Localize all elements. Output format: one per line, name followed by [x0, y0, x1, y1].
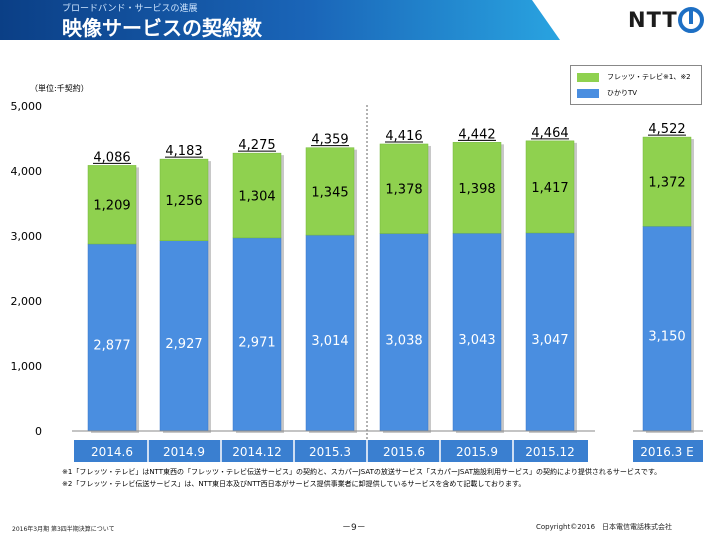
bar-flets-tv — [232, 152, 282, 239]
data-label-flets-tv: 1,372 — [648, 176, 685, 191]
bar-hikari-tv — [305, 234, 355, 432]
x-tick-label: 2015.9 — [456, 445, 498, 459]
data-label-total: 4,522 — [648, 122, 685, 137]
y-tick-label: 0 — [35, 425, 42, 438]
x-tick-label: 2014.12 — [232, 445, 282, 459]
data-label-total: 4,086 — [93, 150, 130, 165]
data-label-flets-tv: 1,378 — [385, 183, 422, 198]
footnote-1: ※1「フレッツ・テレビ」はNTT東西の「フレッツ・テレビ伝送サービス」の契約と、… — [62, 468, 662, 476]
y-tick-label: 3,000 — [11, 230, 43, 243]
data-label-flets-tv: 1,345 — [311, 185, 348, 200]
data-label-total: 4,416 — [385, 129, 422, 144]
bar-flets-tv — [379, 143, 429, 234]
data-label-hikari-tv: 3,150 — [648, 330, 685, 345]
legend-swatch-hikari — [577, 88, 599, 98]
page-number: －9－ — [342, 523, 366, 533]
x-tick-label: 2015.3 — [309, 445, 351, 459]
data-label-hikari-tv: 2,927 — [165, 337, 202, 352]
x-tick-label: 2014.6 — [91, 445, 133, 459]
bar-flets-tv — [305, 147, 355, 236]
bar-flets-tv — [642, 136, 692, 227]
legend-label-flets: フレッツ・テレビ※1、※2 — [607, 73, 691, 81]
data-label-hikari-tv: 3,047 — [531, 333, 568, 348]
x-tick-label: 2015.6 — [383, 445, 425, 459]
x-tick-label: 2016.3 E — [640, 445, 693, 459]
title-banner — [0, 0, 560, 40]
data-label-hikari-tv: 3,038 — [385, 333, 422, 348]
data-label-hikari-tv: 2,971 — [238, 335, 275, 350]
y-tick-label: 5,000 — [11, 100, 43, 113]
data-label-hikari-tv: 2,877 — [93, 338, 130, 353]
ntt-logo-icon — [678, 7, 704, 33]
data-label-total: 4,275 — [238, 138, 275, 153]
legend-item-hikari: ひかりTV — [577, 87, 637, 99]
category-band — [74, 440, 588, 462]
legend-label-hikari: ひかりTV — [607, 89, 638, 97]
bar-hikari-tv — [232, 237, 282, 432]
bar-hikari-tv — [642, 226, 692, 432]
data-label-hikari-tv: 3,043 — [458, 333, 495, 348]
legend-item-flets: フレッツ・テレビ※1、※2 — [577, 71, 691, 83]
footer-document-title: 2016年3月期 第3四半期決算について — [12, 526, 115, 533]
data-label-total: 4,464 — [531, 126, 568, 141]
chart-legend: フレッツ・テレビ※1、※2 ひかりTV — [570, 65, 702, 105]
legend-swatch-flets — [577, 72, 599, 82]
data-label-total: 4,183 — [165, 144, 202, 159]
y-tick-label: 4,000 — [11, 165, 43, 178]
data-label-total: 4,442 — [458, 127, 495, 142]
data-label-flets-tv: 1,256 — [165, 194, 202, 209]
data-label-flets-tv: 1,304 — [238, 190, 275, 205]
bar-flets-tv — [87, 165, 137, 245]
header: ブロードバンド・サービスの進展 映像サービスの契約数 NTT — [0, 0, 720, 44]
ntt-logo-text: NTT — [628, 8, 678, 32]
data-label-hikari-tv: 3,014 — [311, 334, 348, 349]
footnote-2: ※2「フレッツ・テレビ伝送サービス」は、NTT東日本及びNTT西日本がサービス提… — [62, 480, 526, 488]
data-label-flets-tv: 1,417 — [531, 181, 568, 196]
y-tick-label: 1,000 — [11, 360, 43, 373]
bar-flets-tv — [452, 142, 502, 234]
page-title: 映像サービスの契約数 — [62, 16, 262, 40]
footnotes: ※1「フレッツ・テレビ」はNTT東西の「フレッツ・テレビ伝送サービス」の契約と、… — [62, 466, 661, 490]
copyright: Copyright©2016 日本電信電話株式会社 — [536, 523, 673, 531]
bar-hikari-tv — [87, 243, 137, 432]
bar-flets-tv — [159, 158, 209, 241]
bar-hikari-tv — [379, 233, 429, 432]
bar-hikari-tv — [452, 232, 502, 432]
bar-flets-tv — [525, 140, 575, 234]
section-subtitle: ブロードバンド・サービスの進展 — [62, 4, 198, 14]
y-tick-label: 2,000 — [11, 295, 43, 308]
bar-hikari-tv — [525, 232, 575, 432]
unit-label: （単位:千契約） — [30, 84, 89, 93]
x-tick-label: 2015.12 — [525, 445, 575, 459]
data-label-flets-tv: 1,398 — [458, 182, 495, 197]
data-label-flets-tv: 1,209 — [93, 199, 130, 214]
bar-hikari-tv — [159, 240, 209, 432]
category-band-forecast — [633, 440, 703, 462]
x-tick-label: 2014.9 — [163, 445, 205, 459]
data-label-total: 4,359 — [311, 133, 348, 148]
